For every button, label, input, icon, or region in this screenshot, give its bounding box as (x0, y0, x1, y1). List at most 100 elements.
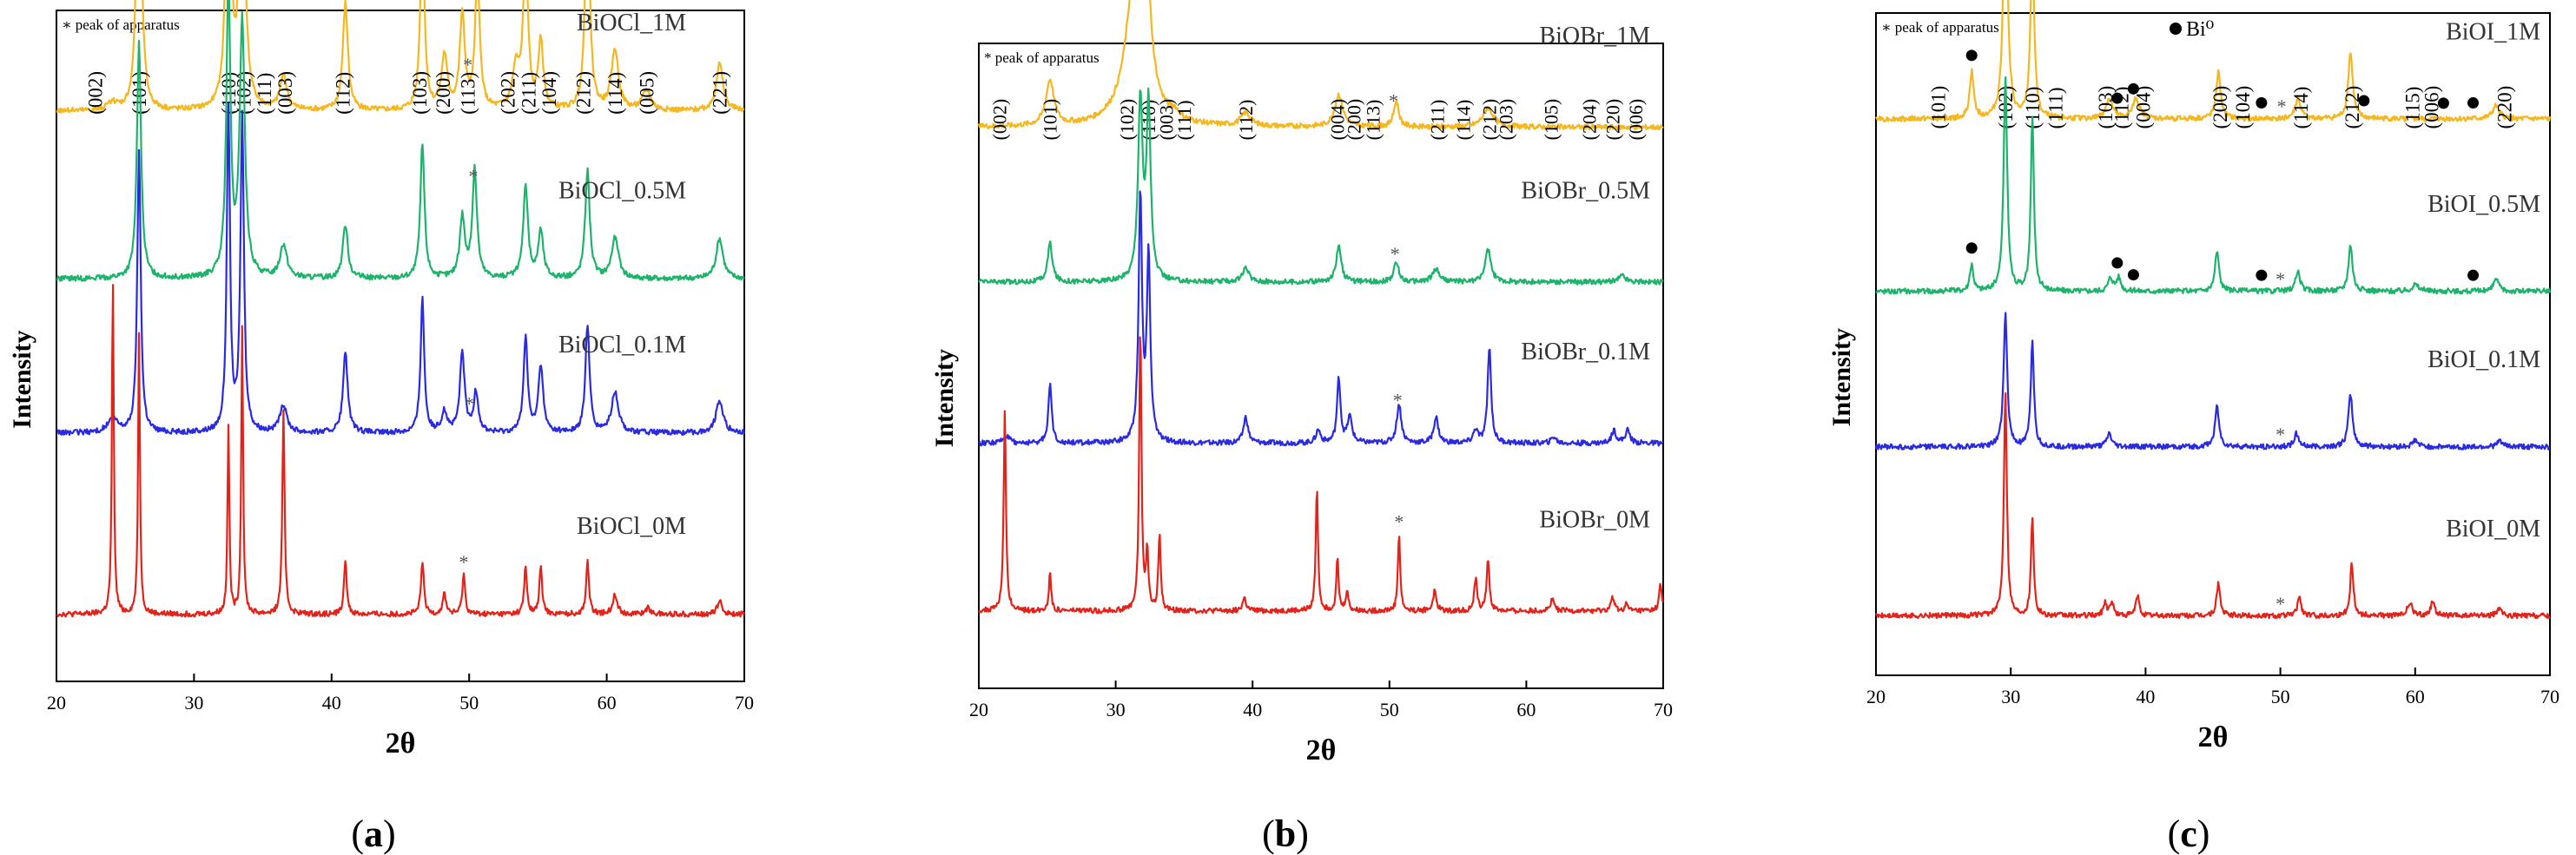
bi0-dot (1965, 49, 1978, 62)
series-label: BiOI_0M (2446, 516, 2540, 543)
x-tick-label: 40 (1243, 699, 1262, 720)
bi0-dot (2111, 257, 2124, 269)
series-label: BiOBr_0M (1539, 506, 1650, 533)
miller-index-label: (112) (2111, 87, 2133, 129)
series-label: BiOCl_0.1M (558, 332, 686, 358)
xrd-pattern-BiOCl_0.5M (56, 0, 745, 282)
apparatus-star: * (459, 551, 468, 573)
apparatus-star: * (1390, 243, 1400, 265)
miller-index-label: (202) (498, 71, 519, 115)
panel-label: (a) (351, 812, 395, 855)
bi0-dot (1965, 242, 1978, 254)
series-label: BiOCl_0M (577, 513, 686, 540)
miller-index-label: (221) (710, 71, 731, 115)
panel-paren: ) (383, 812, 396, 855)
apparatus-star: * (2277, 95, 2287, 117)
miller-index-label: (113) (458, 72, 479, 115)
miller-index-label: (005) (637, 71, 658, 115)
x-tick-label: 20 (47, 692, 66, 714)
miller-index-label: (006) (1625, 99, 1647, 141)
miller-index-label: (003) (274, 71, 296, 115)
plot-frame (1875, 12, 2551, 676)
apparatus-star: * (468, 165, 478, 187)
xrd-pattern-BiOBr_0M (978, 336, 1664, 615)
x-tick-label: 30 (184, 692, 203, 714)
bi0-dot (2437, 97, 2449, 109)
series-label: BiOI_0.1M (2427, 346, 2540, 373)
apparatus-star: * (2275, 268, 2285, 290)
series-label: BiOBr_0.5M (1521, 177, 1650, 204)
panel-letter: a (364, 812, 383, 855)
miller-index-label: (114) (2290, 87, 2312, 129)
panel-label: (c) (2168, 812, 2210, 855)
chart-panel-1: 20 30 40 50 60 70 2θ Intensity ∗ peak of apparat… (8, 0, 754, 855)
miller-index-label: (220) (1602, 99, 1623, 141)
apparatus-star: * (1393, 390, 1403, 411)
x-tick-label: 60 (2406, 686, 2425, 707)
apparatus-star: * (2275, 424, 2285, 445)
x-tick-label: 50 (459, 692, 479, 714)
panel-paren: ) (2197, 812, 2210, 855)
miller-index-label: (200) (1344, 99, 1365, 141)
miller-index-label: (113) (1363, 100, 1384, 141)
bi0-dot (2467, 269, 2480, 281)
apparatus-star: * (1394, 510, 1404, 532)
bi0-dot (2358, 95, 2370, 107)
legend-note: ∗ peak of apparatus (1881, 19, 1999, 36)
series-label: BiOCl_0.5M (558, 177, 686, 204)
plot-frame (978, 43, 1664, 689)
miller-index-label: (111) (254, 73, 275, 115)
miller-index-label: (115) (2402, 87, 2424, 129)
miller-index-label: (003) (1156, 99, 1178, 141)
x-axis-label: 2θ (386, 727, 416, 760)
miller-index-label: (004) (1327, 99, 1349, 141)
panel-label: (b) (1262, 812, 1309, 855)
miller-index-label: (104) (538, 71, 560, 115)
panel-paren: ) (1296, 812, 1309, 855)
bi0-dot (2127, 269, 2139, 281)
xrd-pattern-BiOCl_0M (56, 284, 746, 618)
x-tick-label: 70 (1654, 699, 1673, 720)
miller-index-label: (112) (1235, 100, 1257, 141)
x-tick-label: 30 (2001, 686, 2020, 707)
xrd-pattern-BiOI_0.1M (1874, 312, 2551, 451)
miller-index-label: (004) (2132, 86, 2154, 129)
xrd-pattern-BiOBr_0.1M (978, 190, 1664, 447)
miller-index-label: (104) (2232, 86, 2254, 129)
miller-index-label: (211) (518, 72, 539, 115)
bi0-dot (2467, 97, 2480, 109)
miller-index-label: (212) (573, 71, 595, 115)
xrd-pattern-BiOCl_1M (56, 0, 745, 114)
miller-index-label: (212) (2342, 86, 2363, 129)
x-axis-label: 2θ (1306, 734, 1337, 766)
bi0-dot (2111, 92, 2124, 104)
xrd-pattern-BiOBr_1M (977, 0, 1664, 131)
miller-index-label: (002) (988, 99, 1010, 141)
bi0-dot (2127, 82, 2139, 95)
miller-index-label: (006) (2421, 86, 2442, 129)
miller-index-label: (111) (1173, 100, 1195, 140)
panel-letter: c (2180, 812, 2197, 855)
x-tick-label: 40 (2136, 686, 2155, 707)
bi0-legend-label: Bi⁰ (2186, 18, 2214, 41)
miller-index-label: (111) (2044, 87, 2066, 128)
miller-index-label: (002) (84, 71, 106, 115)
series-label: BiOI_1M (2446, 19, 2540, 46)
miller-index-label: (211) (1427, 100, 1449, 141)
x-axis-label: 2θ (2198, 721, 2229, 753)
miller-index-label: (114) (604, 72, 626, 115)
series-label: BiOBr_0.1M (1521, 339, 1650, 365)
miller-index-label: (203) (1495, 99, 1516, 141)
bi0-legend-dot (2170, 23, 2182, 35)
xrd-pattern-BiOCl_0.1M (56, 102, 746, 437)
x-tick-label: 50 (1380, 699, 1399, 720)
miller-index-label: (114) (1453, 100, 1475, 141)
miller-index-label: (101) (1040, 99, 1061, 141)
miller-index-label: (200) (2209, 86, 2231, 129)
chart-panel-3: 20 30 40 50 60 70 2θ Intensity ∗ peak of apparat… (1827, 0, 2559, 855)
x-tick-label: 70 (2540, 686, 2559, 707)
y-axis-label: Intensity (930, 349, 959, 447)
miller-index-label: (112) (333, 72, 354, 115)
x-tick-label: 40 (322, 692, 341, 714)
